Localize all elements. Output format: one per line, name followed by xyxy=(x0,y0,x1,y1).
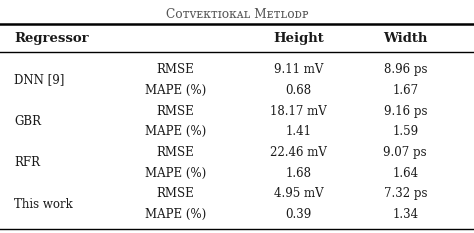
Text: 1.59: 1.59 xyxy=(392,125,419,138)
Text: 1.64: 1.64 xyxy=(392,167,419,180)
Text: RMSE: RMSE xyxy=(156,187,194,200)
Text: 1.68: 1.68 xyxy=(286,167,311,180)
Text: 1.41: 1.41 xyxy=(286,125,311,138)
Text: DNN [9]: DNN [9] xyxy=(14,74,64,87)
Text: MAPE (%): MAPE (%) xyxy=(145,84,206,97)
Text: 7.32 ps: 7.32 ps xyxy=(383,187,427,200)
Text: RMSE: RMSE xyxy=(156,146,194,159)
Text: Height: Height xyxy=(273,32,324,45)
Text: RFR: RFR xyxy=(14,156,40,169)
Text: 1.67: 1.67 xyxy=(392,84,419,97)
Text: RMSE: RMSE xyxy=(156,105,194,118)
Text: Regressor: Regressor xyxy=(14,32,89,45)
Text: Width: Width xyxy=(383,32,428,45)
Text: 4.95 mV: 4.95 mV xyxy=(274,187,323,200)
Text: GBR: GBR xyxy=(14,115,41,128)
Text: Cᴏᴛᴠᴇᴋᴛɪᴏᴋᴀʟ Mᴇᴛʟᴏᴅᴘ: Cᴏᴛᴠᴇᴋᴛɪᴏᴋᴀʟ Mᴇᴛʟᴏᴅᴘ xyxy=(166,8,308,21)
Text: 18.17 mV: 18.17 mV xyxy=(270,105,327,118)
Text: MAPE (%): MAPE (%) xyxy=(145,208,206,221)
Text: 9.16 ps: 9.16 ps xyxy=(383,105,427,118)
Text: 0.39: 0.39 xyxy=(285,208,312,221)
Text: 0.68: 0.68 xyxy=(285,84,312,97)
Text: RMSE: RMSE xyxy=(156,63,194,76)
Text: 8.96 ps: 8.96 ps xyxy=(383,63,427,76)
Text: MAPE (%): MAPE (%) xyxy=(145,167,206,180)
Text: 9.11 mV: 9.11 mV xyxy=(274,63,323,76)
Text: 1.34: 1.34 xyxy=(392,208,419,221)
Text: This work: This work xyxy=(14,198,73,211)
Text: 22.46 mV: 22.46 mV xyxy=(270,146,327,159)
Text: 9.07 ps: 9.07 ps xyxy=(383,146,427,159)
Text: MAPE (%): MAPE (%) xyxy=(145,125,206,138)
